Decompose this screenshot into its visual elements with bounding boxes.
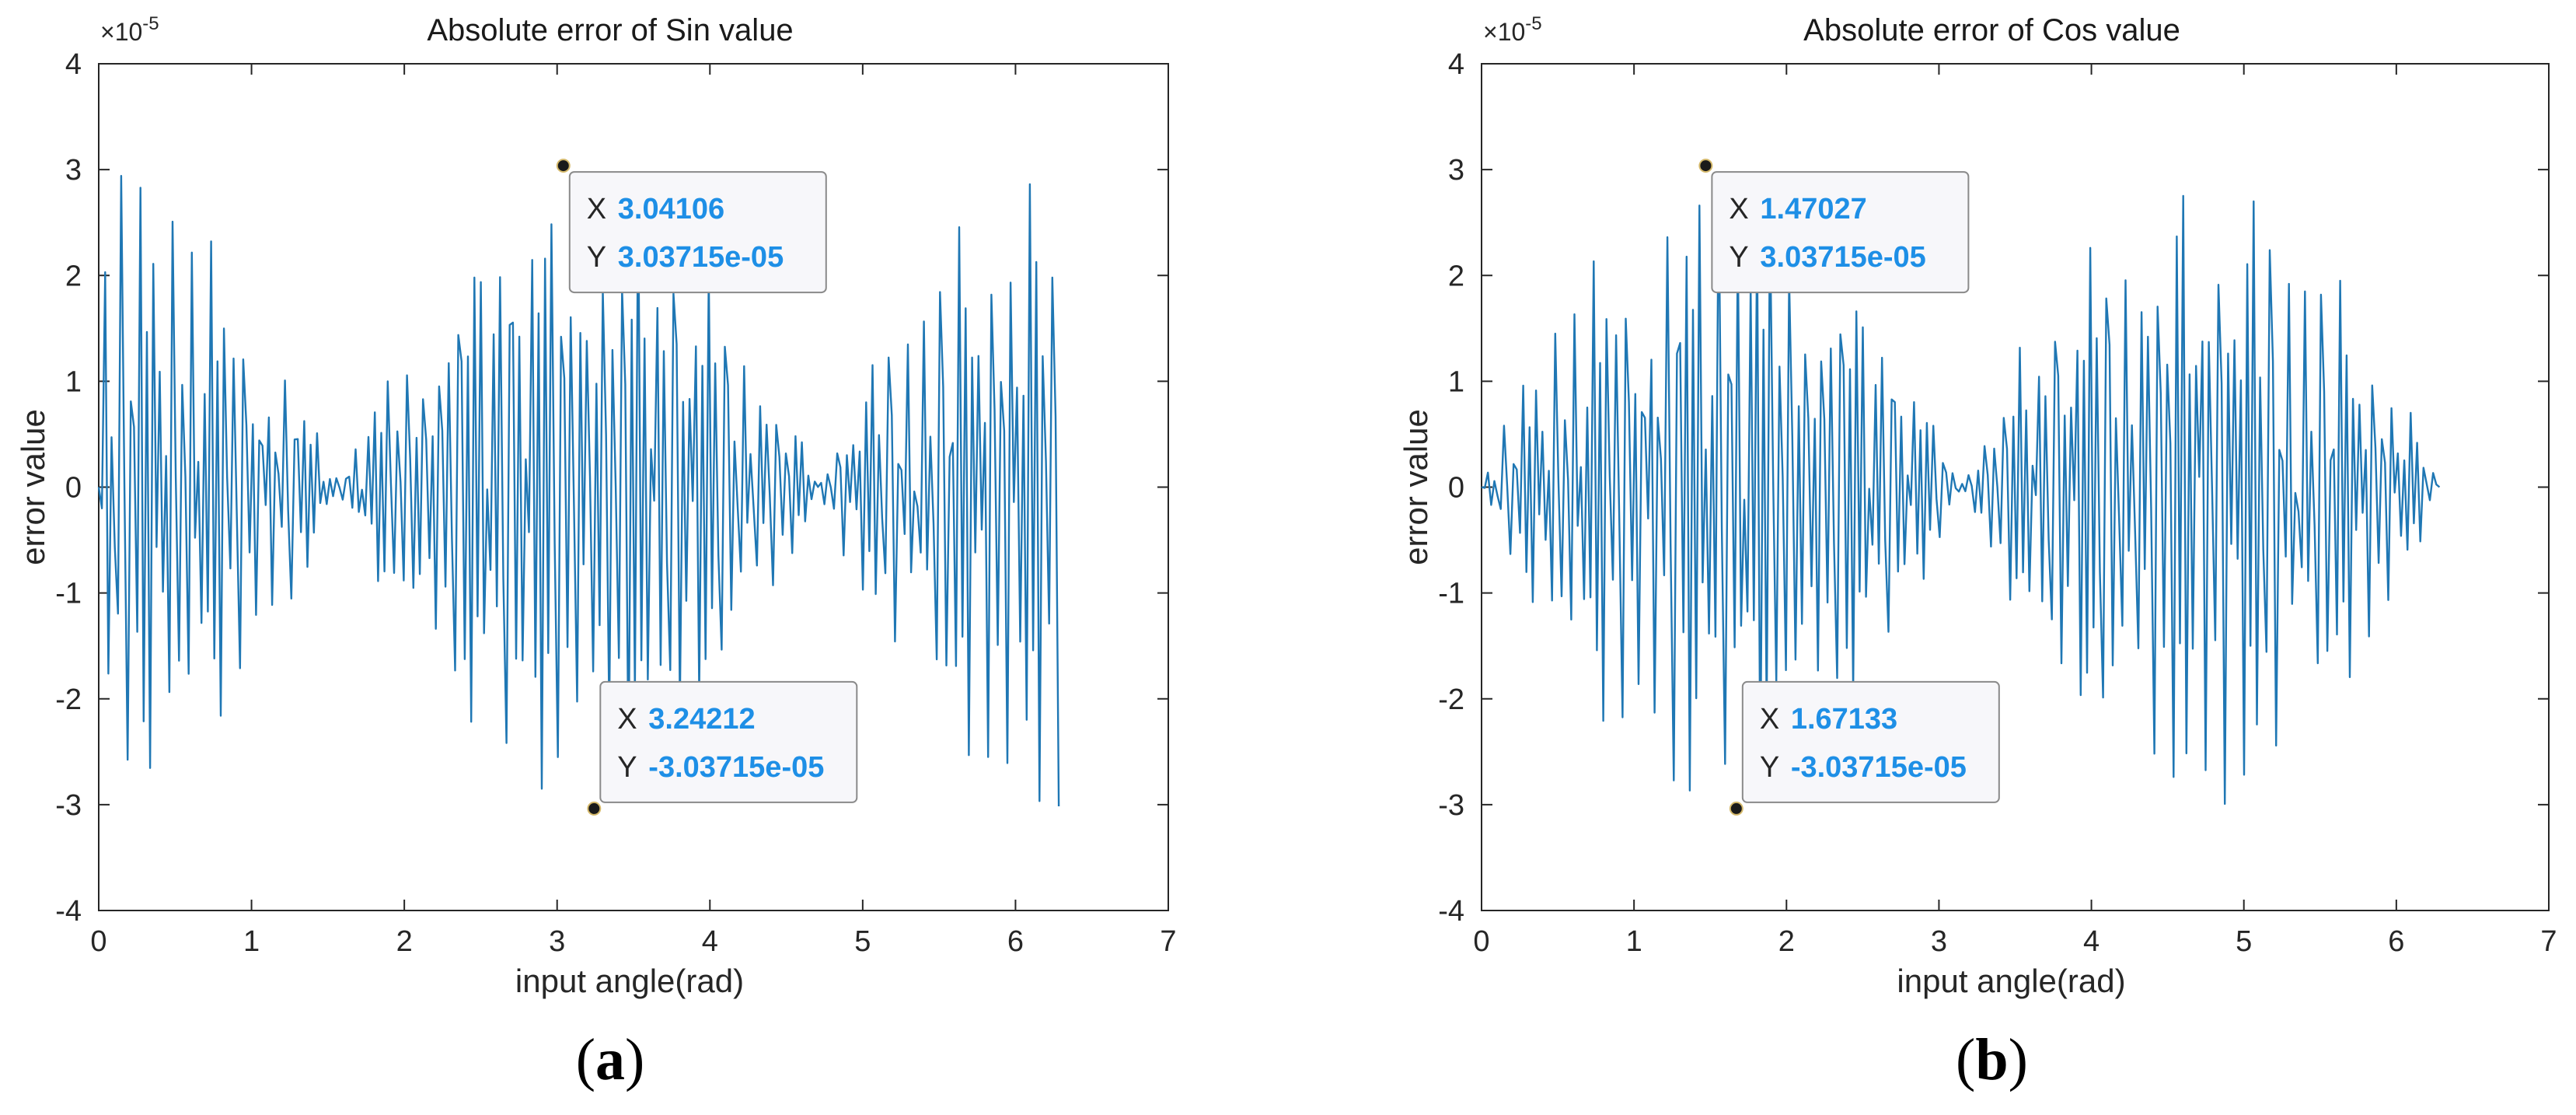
x-tick-label: 7 [1160, 925, 1176, 958]
datatip-x-key: X [1729, 193, 1748, 225]
datatip-x-value: 1.67133 [1791, 703, 1897, 736]
data-series-line [97, 175, 1060, 807]
chart-panel-b: 0 1 2 3 4 5 6 7 -4 -3 -2 -1 0 1 2 3 4 ×10-5 Absolute error… [1398, 13, 2557, 1092]
datatip: X 3.04106 Y 3.03715e-05 [556, 159, 827, 294]
x-tick-label: 0 [90, 925, 106, 958]
datatip-marker [1729, 801, 1744, 816]
y-tick-label: 2 [65, 260, 82, 292]
y-tick-label: 1 [1448, 365, 1464, 398]
y-tick-label: -1 [1438, 578, 1464, 610]
datatip-x-key: X [617, 703, 637, 736]
caption-letter: a [595, 1027, 625, 1092]
x-tick-label: 4 [2083, 925, 2100, 958]
y-tick-label: -3 [55, 789, 82, 822]
datatip-x-key: X [1760, 703, 1779, 736]
y-axis-multiplier-base: ×10 [100, 18, 142, 46]
y-axis-multiplier-exponent: -5 [142, 13, 159, 34]
x-axis-label: input angle(rad) [1897, 963, 2125, 999]
x-tick-label: 4 [702, 925, 718, 958]
x-tick-label: 1 [243, 925, 260, 958]
caption-close-paren: ) [2009, 1027, 2028, 1092]
y-tick-label: 0 [1448, 472, 1464, 505]
y-tick-label: 4 [65, 48, 82, 81]
datatip-x-key: X [587, 193, 606, 225]
y-axis-multiplier: ×10-5 [1483, 13, 1542, 46]
y-axis-label: error value [1398, 409, 1434, 565]
datatip-box [1741, 680, 2000, 803]
y-tick-label: -2 [1438, 683, 1464, 716]
datatip: X 3.24212 Y -3.03715e-05 [587, 680, 858, 816]
y-tick-label: 3 [65, 154, 82, 187]
datatip-y-key: Y [617, 751, 637, 784]
x-tick-label: 1 [1626, 925, 1642, 958]
datatip-x-value: 1.47027 [1760, 193, 1866, 225]
panel-caption: (a) [576, 1027, 645, 1092]
datatip-marker [1698, 159, 1713, 173]
chart-title: Absolute error of Cos value [1803, 13, 2180, 47]
datatip-marker [556, 159, 571, 173]
y-tick-label: 0 [65, 472, 82, 505]
caption-open-paren: ( [576, 1027, 595, 1092]
datatip-y-key: Y [1760, 751, 1779, 784]
x-tick-label: 6 [1007, 925, 1024, 958]
y-tick-label: -4 [55, 895, 82, 928]
x-tick-label: 2 [396, 925, 413, 958]
y-axis-multiplier-exponent: -5 [1525, 13, 1541, 34]
y-axis-multiplier: ×10-5 [100, 13, 159, 46]
x-tick-label: 7 [2540, 925, 2557, 958]
x-tick-label: 0 [1473, 925, 1489, 958]
y-axis-label: error value [15, 409, 51, 565]
datatip-x-value: 3.04106 [618, 193, 724, 225]
caption-letter: b [1975, 1027, 2008, 1092]
datatip-y-key: Y [587, 241, 606, 274]
y-tick-label: 2 [1448, 260, 1464, 292]
datatip-y-value: 3.03715e-05 [618, 241, 784, 274]
datatip-x-value: 3.24212 [648, 703, 755, 736]
y-tick-label: -4 [1438, 895, 1464, 928]
x-tick-label: 5 [854, 925, 871, 958]
datatip-y-value: 3.03715e-05 [1760, 241, 1925, 274]
y-tick-label: -2 [55, 683, 82, 716]
datatip-box [1711, 171, 1970, 294]
caption-open-paren: ( [1956, 1027, 1975, 1092]
chart-panel-a: 0 1 2 3 4 5 6 7 -4 -3 -2 -1 0 1 2 3 4 ×10-5 Absolute error… [15, 13, 1177, 1092]
y-axis-multiplier-base: ×10 [1483, 18, 1525, 46]
y-tick-label: 4 [1448, 48, 1464, 81]
x-axis-label: input angle(rad) [515, 963, 744, 999]
x-tick-label: 5 [2236, 925, 2252, 958]
datatip-marker [587, 801, 602, 816]
y-tick-label: 3 [1448, 154, 1464, 187]
x-tick-label: 6 [2388, 925, 2404, 958]
caption-close-paren: ) [625, 1027, 644, 1092]
panel-caption: (b) [1956, 1027, 2028, 1092]
y-tick-label: 1 [65, 365, 82, 398]
chart-title: Absolute error of Sin value [427, 13, 793, 47]
datatip-box [599, 680, 858, 803]
datatip: X 1.67133 Y -3.03715e-05 [1729, 680, 2000, 816]
x-tick-label: 2 [1778, 925, 1795, 958]
data-series-line [1481, 180, 2441, 806]
datatip-box [568, 171, 827, 294]
x-tick-label: 3 [549, 925, 565, 958]
datatip-y-value: -3.03715e-05 [648, 751, 824, 784]
x-tick-label: 3 [1931, 925, 1947, 958]
datatip: X 1.47027 Y 3.03715e-05 [1698, 159, 1970, 294]
y-tick-label: -3 [1438, 789, 1464, 822]
y-tick-label: -1 [55, 578, 82, 610]
datatip-y-value: -3.03715e-05 [1791, 751, 1967, 784]
datatip-y-key: Y [1729, 241, 1748, 274]
